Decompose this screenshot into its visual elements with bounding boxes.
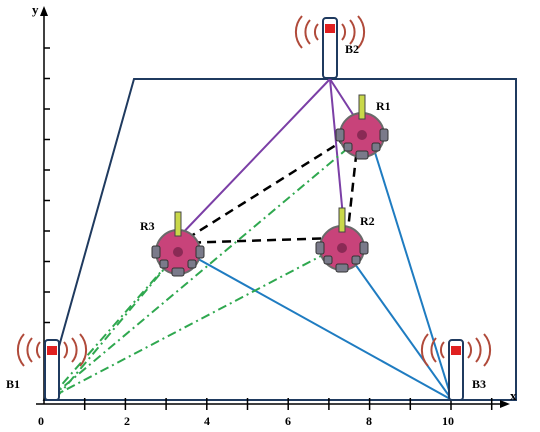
axes: y x 0 2 4 6 8 10	[32, 2, 517, 428]
x-tick-label-4: 4	[204, 414, 210, 428]
robot-r2-label: R2	[360, 214, 375, 228]
inter-robot-lines	[179, 128, 361, 245]
b1-to-r2-line	[49, 245, 341, 399]
robot-r3	[151, 211, 205, 277]
beacon-b3	[420, 333, 492, 401]
signal-waves-right	[63, 333, 88, 367]
r1-r3-link	[179, 128, 361, 245]
robot-hub	[173, 247, 183, 257]
beacon-b1-label: B1	[6, 377, 20, 391]
beacon-b2-label: B2	[345, 42, 359, 56]
robot-sensor-mast	[174, 211, 182, 237]
signal-waves-left	[294, 15, 319, 49]
robot-r2	[315, 207, 369, 273]
robot-wheels	[315, 241, 369, 273]
beacon-light	[451, 346, 461, 355]
b2-to-r3-line	[175, 78, 331, 241]
y-axis-label: y	[32, 2, 39, 17]
origin-label: 0	[38, 414, 44, 428]
x-tick-label-2: 2	[124, 414, 130, 428]
floor-plane	[42, 78, 517, 401]
robot-wheels	[151, 245, 205, 277]
beacon-light	[47, 346, 57, 355]
x-axis-label: x	[510, 388, 517, 403]
signal-waves-left	[420, 333, 445, 367]
x-tick-label-8: 8	[366, 414, 372, 428]
signal-waves-right	[341, 15, 366, 49]
r2-r3-link	[179, 236, 337, 245]
y-axis-ticks	[44, 47, 50, 385]
b3-range-lines	[181, 129, 453, 401]
b3-to-r1-line	[367, 129, 453, 401]
b1-to-r1-line	[49, 137, 361, 399]
beacon-b3-label: B3	[472, 377, 486, 391]
x-axis-arrow	[500, 400, 510, 408]
robot-r1	[335, 94, 389, 160]
robot-r1-label: R1	[376, 99, 391, 113]
b3-to-r3-line	[181, 249, 453, 401]
x-tick-label-6: 6	[285, 414, 291, 428]
beacon-b1	[16, 333, 88, 401]
b2-range-lines	[175, 78, 364, 241]
y-axis-arrow	[40, 6, 48, 16]
signal-waves-left	[16, 333, 41, 367]
b1-to-r3-line	[49, 249, 181, 399]
beacon-b2	[294, 15, 366, 79]
robot-r3-label: R3	[140, 219, 155, 233]
b3-to-r2-line	[344, 249, 453, 401]
robot-sensor-mast	[338, 207, 346, 233]
beacon-light	[325, 24, 335, 33]
b1-to-r3-line-inner	[55, 261, 171, 399]
robot-sensor-mast	[358, 94, 366, 120]
robot-hub	[357, 130, 367, 140]
x-tick-label-10: 10	[442, 414, 454, 428]
robot-wheels	[335, 128, 389, 160]
signal-waves-right	[467, 333, 492, 367]
robot-hub	[337, 243, 347, 253]
b1-range-lines	[49, 137, 361, 399]
